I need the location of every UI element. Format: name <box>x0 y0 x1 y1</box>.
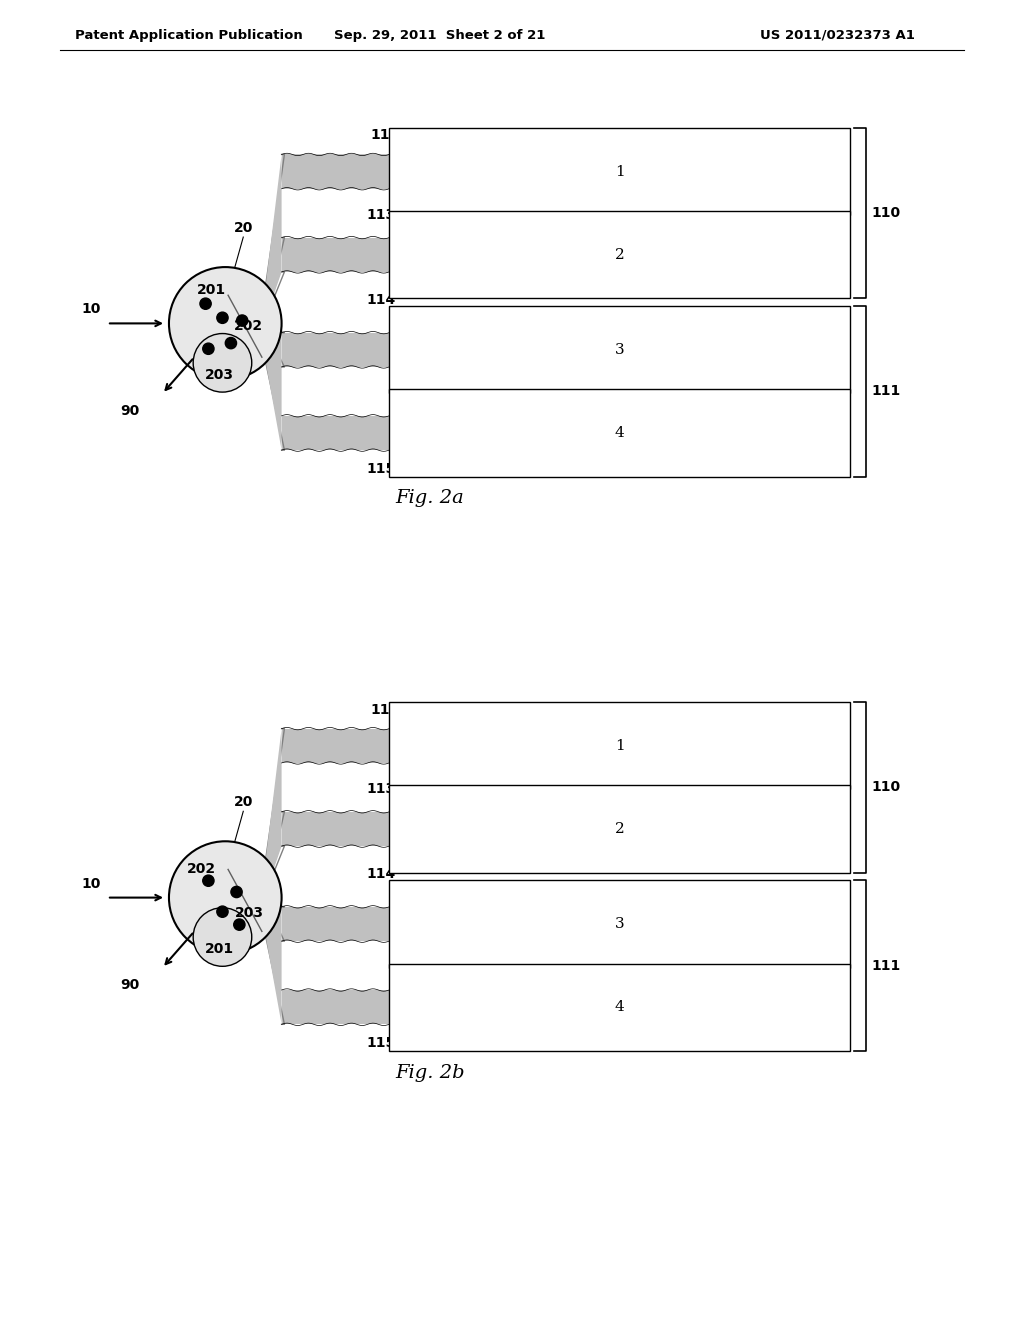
Text: 3: 3 <box>614 917 625 931</box>
Circle shape <box>194 908 252 966</box>
Text: 1: 1 <box>614 165 625 178</box>
Bar <box>389 880 850 968</box>
Polygon shape <box>266 154 282 318</box>
Polygon shape <box>282 812 389 846</box>
Text: 115: 115 <box>366 462 395 477</box>
Text: 90: 90 <box>120 404 139 417</box>
Text: 4: 4 <box>614 1001 625 1014</box>
Bar <box>389 964 850 1051</box>
Text: 3: 3 <box>614 343 625 356</box>
Circle shape <box>225 338 237 348</box>
Text: 2: 2 <box>614 248 625 261</box>
Text: 20: 20 <box>233 220 253 235</box>
Text: 111: 111 <box>871 384 901 399</box>
Text: 10: 10 <box>81 302 100 317</box>
Text: 110: 110 <box>871 780 901 795</box>
Bar <box>389 211 850 298</box>
Polygon shape <box>282 416 389 450</box>
Polygon shape <box>266 329 282 450</box>
Text: 201: 201 <box>205 942 234 957</box>
Text: 113: 113 <box>367 209 395 222</box>
Text: Sep. 29, 2011  Sheet 2 of 21: Sep. 29, 2011 Sheet 2 of 21 <box>334 29 546 41</box>
Bar <box>389 702 850 789</box>
Text: 112: 112 <box>371 128 399 143</box>
Bar <box>389 389 850 477</box>
Text: 203: 203 <box>205 368 234 383</box>
Text: 202: 202 <box>234 319 263 333</box>
Circle shape <box>200 298 211 309</box>
Text: 90: 90 <box>120 978 139 991</box>
Text: Patent Application Publication: Patent Application Publication <box>75 29 303 41</box>
Text: 113: 113 <box>367 783 395 796</box>
Text: Fig. 2a: Fig. 2a <box>395 490 464 507</box>
Text: Fig. 2b: Fig. 2b <box>395 1064 465 1081</box>
Circle shape <box>203 875 214 886</box>
Polygon shape <box>282 990 389 1024</box>
Text: 10: 10 <box>81 876 100 891</box>
Circle shape <box>217 312 228 323</box>
Polygon shape <box>282 238 389 272</box>
Text: 114: 114 <box>366 867 395 882</box>
Text: 4: 4 <box>614 426 625 440</box>
Circle shape <box>169 267 282 380</box>
Circle shape <box>169 841 282 954</box>
Polygon shape <box>282 154 389 189</box>
Text: 112: 112 <box>371 702 399 717</box>
Text: 115: 115 <box>366 1036 395 1051</box>
Polygon shape <box>282 907 389 941</box>
Bar <box>389 785 850 873</box>
Text: 20: 20 <box>233 795 253 809</box>
Circle shape <box>231 886 243 898</box>
Circle shape <box>233 919 245 931</box>
Text: 111: 111 <box>871 958 901 973</box>
Text: 2: 2 <box>614 822 625 836</box>
Circle shape <box>237 315 248 326</box>
Text: 114: 114 <box>366 293 395 308</box>
Bar <box>389 306 850 393</box>
Circle shape <box>194 334 252 392</box>
Polygon shape <box>266 729 282 892</box>
Polygon shape <box>282 333 389 367</box>
Circle shape <box>203 343 214 354</box>
Circle shape <box>217 906 228 917</box>
Text: 202: 202 <box>187 862 216 876</box>
Text: US 2011/0232373 A1: US 2011/0232373 A1 <box>760 29 914 41</box>
Bar <box>389 128 850 215</box>
Text: 201: 201 <box>197 282 225 297</box>
Text: 203: 203 <box>234 907 263 920</box>
Text: 110: 110 <box>871 206 901 220</box>
Polygon shape <box>266 903 282 1024</box>
Polygon shape <box>282 729 389 763</box>
Text: 1: 1 <box>614 739 625 752</box>
